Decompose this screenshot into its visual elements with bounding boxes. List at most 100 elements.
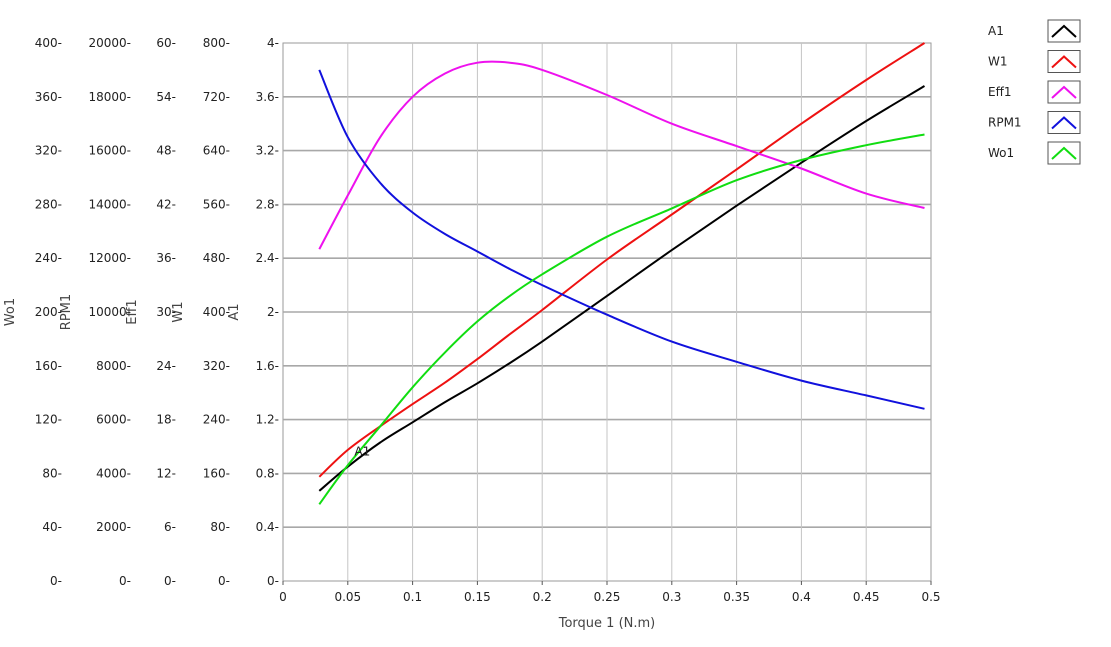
y-tick-label: 720- [203,90,230,104]
y-tick-label: 400- [203,305,230,319]
legend-swatch [1047,141,1081,165]
y-tick-label: 12000- [88,251,131,265]
y-axis-title: RPM1 [59,294,74,330]
y-tick-label: 1.2- [256,413,279,427]
series-lines [318,42,926,505]
y-axis-eff1: 0- 6- 12- 18- 24- 30- 36- 42- 48- 54- 60- Eff1 [125,36,176,588]
y-tick-label: 18000- [88,90,131,104]
y-tick-label: 0- [164,574,176,588]
x-tick-label: 0.35 [723,590,750,604]
legend-swatch [1047,80,1081,104]
y-tick-label: 2.4- [256,251,279,265]
y-tick-label: 30- [156,305,176,319]
x-tick-label: 0.05 [334,590,361,604]
y-tick-label: 48- [156,144,176,158]
y-tick-label: 18- [156,413,176,427]
x-tick-label: 0.45 [853,590,880,604]
y-tick-label: 14000- [88,197,131,211]
x-axis: 0 0.05 0.1 0.15 0.2 0.25 0.3 0.35 0.4 0.45 0.5 Torq… [279,581,941,631]
y-tick-label: 280- [35,197,62,211]
y-tick-label: 320- [203,359,230,373]
x-tick-label: 0.15 [464,590,491,604]
legend-swatch [1047,111,1081,134]
y-tick-label: 6000- [96,413,131,427]
legend-swatch [1047,50,1081,73]
y-tick-label: 0- [218,574,230,588]
x-tick-label: 0.3 [662,590,681,604]
y-tick-label: 42- [156,197,176,211]
y-tick-label: 8000- [96,359,131,373]
x-tick-label: 0.4 [792,590,811,604]
y-tick-label: 240- [35,251,62,265]
legend[interactable]: A1 W1 Eff1 RPM1 Wo1 [988,19,1081,165]
y-tick-label: 400- [35,36,62,50]
series-line-eff1 [318,60,925,250]
legend-label-eff1: Eff1 [988,85,1011,99]
y-tick-label: 10000- [88,305,131,319]
y-tick-label: 2.8- [256,197,279,211]
y-tick-label: 3.6- [256,90,279,104]
y-tick-label: 16000- [88,144,131,158]
x-tick-label: 0.1 [403,590,422,604]
y-axis-wo1: 0- 40- 80- 120- 160- 200- 240- 280- 320- 360- 400-… [3,36,62,588]
series-line-wo1 [318,133,925,505]
legend-label-a1: A1 [988,24,1004,38]
legend-line-icon [1051,85,1077,99]
y-tick-label: 2- [267,305,279,319]
y-tick-label: 12- [156,466,176,480]
y-axis-title: A1 [227,303,242,320]
y-tick-label: 0.4- [256,520,279,534]
legend-label-wo1: Wo1 [988,146,1014,160]
y-tick-label: 640- [203,144,230,158]
grid [283,43,931,581]
x-tick-label: 0 [279,590,287,604]
y-tick-label: 800- [203,36,230,50]
x-tick-label: 0.5 [921,590,940,604]
y-tick-label: 0.8- [256,466,279,480]
y-tick-label: 4000- [96,466,131,480]
y-tick-label: 160- [203,466,230,480]
y-axis-title: Eff1 [125,299,140,324]
y-tick-label: 1.6- [256,359,279,373]
y-tick-label: 320- [35,144,62,158]
y-axis-title: W1 [171,301,186,322]
y-tick-label: 480- [203,251,230,265]
y-tick-label: 120- [35,413,62,427]
x-tick-label: 0.25 [594,590,621,604]
y-axis-rpm1: 0- 2000- 4000- 6000- 8000- 10000- 12000- 14000-… [59,36,131,588]
series-line-a1 [318,85,926,492]
legend-label-rpm1: RPM1 [988,116,1022,130]
y-tick-label: 3.2- [256,144,279,158]
y-tick-label: 0- [267,574,279,588]
y-tick-label: 4- [267,36,279,50]
y-tick-label: 360- [35,90,62,104]
y-tick-label: 560- [203,197,230,211]
x-tick-label: 0.2 [533,590,552,604]
y-tick-label: 24- [156,359,176,373]
y-tick-label: 200- [35,305,62,319]
y-tick-label: 2000- [96,520,131,534]
legend-line-icon [1051,24,1077,38]
legend-label-w1: W1 [988,55,1008,69]
y-tick-label: 20000- [88,36,131,50]
y-tick-label: 60- [156,36,176,50]
legend-line-icon [1051,116,1077,130]
y-tick-label: 54- [156,90,176,104]
y-tick-label: 160- [35,359,62,373]
legend-swatch [1047,19,1081,43]
x-axis-title: Torque 1 (N.m) [558,616,656,631]
y-tick-label: 6- [164,520,176,534]
y-tick-label: 0- [119,574,131,588]
y-axes: 0- 40- 80- 120- 160- 200- 240- 280- 320- 360- 400-… [3,36,279,588]
y-axis-w1: 0- 80- 160- 240- 320- 400- 480- 560- 640- 720- 800… [171,36,230,588]
series-line-w1 [318,42,926,478]
y-tick-label: 0- [50,574,62,588]
annotation: A1 [354,444,370,458]
annotation-label: A1 [354,444,370,458]
y-tick-label: 80- [42,466,62,480]
y-tick-label: 240- [203,413,230,427]
legend-line-icon [1051,146,1077,160]
y-axis-title: Wo1 [3,298,18,326]
y-tick-label: 80- [210,520,230,534]
